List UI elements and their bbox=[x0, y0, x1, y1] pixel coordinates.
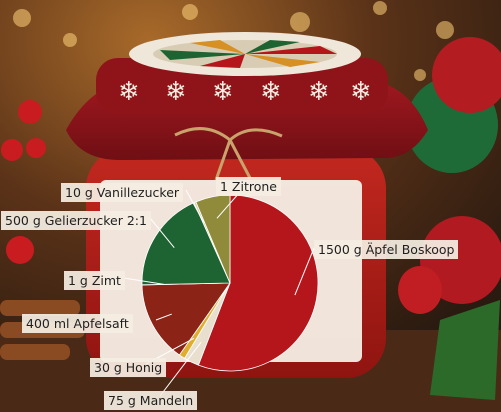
pie-slice-0 bbox=[197, 194, 319, 372]
leader-line-0 bbox=[294, 247, 315, 296]
label-gelierzucker: 500 g Gelierzucker 2:1 bbox=[1, 211, 151, 230]
leader-line-7 bbox=[216, 191, 241, 219]
pie-slices bbox=[141, 194, 319, 372]
leader-line-1 bbox=[159, 341, 202, 397]
svg-text:❄: ❄ bbox=[308, 77, 330, 107]
label-apfelsaft: 400 ml Apfelsaft bbox=[22, 314, 133, 333]
leader-line-4 bbox=[123, 277, 165, 285]
svg-text:❄: ❄ bbox=[118, 77, 140, 107]
leader-line-5 bbox=[149, 217, 175, 248]
svg-text:❄: ❄ bbox=[165, 77, 187, 107]
pie-slice-3 bbox=[141, 282, 231, 356]
label-vanillezucker: 10 g Vanillezucker bbox=[61, 183, 184, 202]
label-zimt: 1 g Zimt bbox=[64, 271, 125, 290]
label-honig: 30 g Honig bbox=[90, 358, 167, 377]
leader-line-6 bbox=[185, 189, 205, 223]
label-apfel: 1500 g Äpfel Boskoop bbox=[314, 240, 459, 259]
svg-text:❄: ❄ bbox=[350, 77, 372, 107]
label-zitrone: 1 Zitrone bbox=[216, 177, 281, 196]
pie-slice-5 bbox=[141, 202, 231, 286]
leader-lines bbox=[123, 189, 315, 397]
leader-line-3 bbox=[155, 313, 172, 321]
svg-text:❄: ❄ bbox=[260, 77, 282, 107]
label-mandeln: 75 g Mandeln bbox=[104, 391, 198, 410]
svg-text:❄: ❄ bbox=[212, 77, 234, 107]
